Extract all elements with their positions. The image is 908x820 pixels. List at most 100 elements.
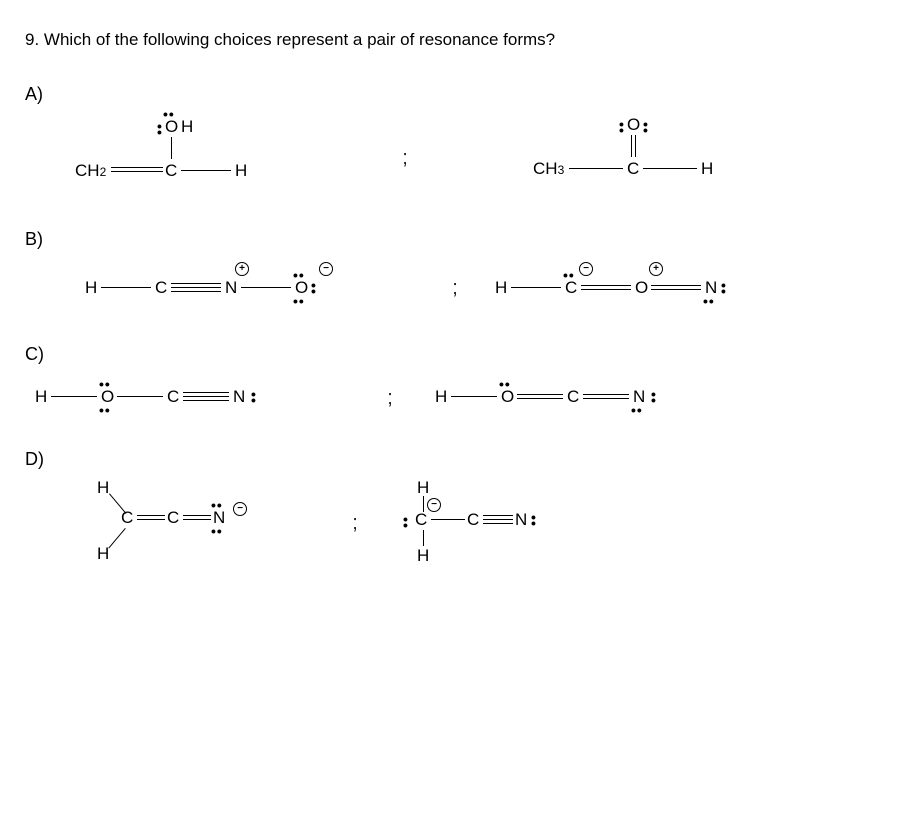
- option-d-row: H C H C N •• •• − ; H •• C − H C N ••: [25, 478, 883, 568]
- lonepair-dots: ••: [499, 381, 511, 387]
- atom-n: N: [515, 510, 527, 530]
- atom-n: N: [233, 387, 245, 407]
- atom-c: C: [167, 387, 179, 407]
- separator: ;: [345, 387, 435, 410]
- atom-n: N: [225, 278, 237, 298]
- bond-single: [51, 396, 97, 397]
- option-d-label: D): [25, 449, 883, 470]
- bond-single: [431, 519, 465, 520]
- lonepair-dots: ••: [251, 391, 256, 403]
- bond-double: [581, 289, 631, 290]
- charge-minus: −: [427, 498, 441, 512]
- bond-single: [569, 168, 623, 169]
- question-line: 9. Which of the following choices repres…: [25, 30, 883, 50]
- lonepair-dots: ••: [619, 121, 624, 133]
- lonepair-dots: ••: [157, 123, 162, 135]
- atom-h: H: [235, 161, 247, 181]
- option-b-row: H C N + O •• •• •• − ; H C •• − O + N ••…: [25, 258, 883, 318]
- atom-h: H: [35, 387, 47, 407]
- lonepair-dots: ••: [563, 272, 575, 278]
- separator: ;: [325, 512, 385, 535]
- atom-c: C: [165, 161, 177, 181]
- bond-triple: [171, 287, 221, 288]
- charge-plus: +: [649, 262, 663, 276]
- bond-single: [451, 396, 497, 397]
- lonepair-dots: ••: [403, 516, 408, 528]
- atom-h: H: [417, 546, 429, 566]
- bond-double: [137, 519, 165, 520]
- bond-single-v: [423, 530, 424, 546]
- bond-single-diag: [108, 528, 125, 549]
- bond-double: [517, 398, 563, 399]
- structure-a-left: •• •• O H CH2 C H: [45, 113, 305, 203]
- lonepair-dots: ••: [643, 121, 648, 133]
- lonepair-dots: ••: [211, 528, 223, 534]
- structure-d-left: H C H C N •• •• −: [85, 478, 325, 568]
- structure-a-right: •• O •• CH3 C H: [505, 113, 765, 203]
- lonepair-dots: ••: [293, 298, 305, 304]
- bond-triple: [183, 396, 229, 397]
- atom-h: H: [85, 278, 97, 298]
- atom-c: C: [121, 508, 133, 528]
- structure-c-left: H O •• •• C N ••: [35, 373, 345, 423]
- option-c-label: C): [25, 344, 883, 365]
- lonepair-dots: ••: [531, 514, 536, 526]
- lonepair-dots: ••: [99, 407, 111, 413]
- atom-ch2: CH2: [75, 161, 106, 181]
- structure-c-right: H O •• C N •• ••: [435, 373, 745, 423]
- option-b-label: B): [25, 229, 883, 250]
- lonepair-dots: ••: [651, 391, 656, 403]
- bond-single: [643, 168, 697, 169]
- bond-single-v: [171, 137, 172, 159]
- atom-h: H: [97, 544, 109, 564]
- charge-minus: −: [579, 262, 593, 276]
- separator: ;: [305, 147, 505, 170]
- atom-h: H: [495, 278, 507, 298]
- lonepair-dots: ••: [703, 298, 715, 304]
- question-text: Which of the following choices represent…: [44, 30, 555, 49]
- lonepair-dots: ••: [631, 407, 643, 413]
- atom-c: C: [467, 510, 479, 530]
- lonepair-dots: ••: [99, 381, 111, 387]
- bond-single: [117, 396, 163, 397]
- bond-triple: [483, 519, 513, 520]
- structure-d-right: H •• C − H C N ••: [385, 478, 625, 568]
- atom-ch3: CH3: [533, 159, 564, 179]
- atom-h: H: [701, 159, 713, 179]
- bond-single: [241, 287, 291, 288]
- bond-single: [101, 287, 151, 288]
- bond-double-v: [635, 135, 636, 157]
- atom-c: C: [627, 159, 639, 179]
- atom-h: H: [181, 117, 193, 137]
- atom-h: H: [435, 387, 447, 407]
- option-a-row: •• •• O H CH2 C H ; •• O •• CH3 C H: [25, 113, 883, 203]
- option-a-label: A): [25, 84, 883, 105]
- lonepair-dots: ••: [211, 502, 223, 508]
- structure-b-left: H C N + O •• •• •• −: [85, 258, 415, 318]
- structure-b-right: H C •• − O + N •• ••: [495, 258, 825, 318]
- atom-c: C: [155, 278, 167, 298]
- lonepair-dots: ••: [721, 282, 726, 294]
- separator: ;: [415, 277, 495, 300]
- bond-double: [651, 289, 701, 290]
- lonepair-dots: ••: [311, 282, 316, 294]
- charge-plus: +: [235, 262, 249, 276]
- bond-single: [181, 170, 231, 171]
- lonepair-dots: ••: [293, 272, 305, 278]
- atom-c: C: [415, 510, 427, 530]
- atom-c: C: [167, 508, 179, 528]
- bond-double: [183, 519, 211, 520]
- option-c-row: H O •• •• C N •• ; H O •• C N •• ••: [25, 373, 883, 423]
- atom-o: O: [635, 278, 648, 298]
- atom-h: H: [417, 478, 429, 498]
- bond-double: [583, 398, 629, 399]
- charge-minus: −: [233, 502, 247, 516]
- bond-single: [511, 287, 561, 288]
- atom-o: O: [165, 117, 178, 137]
- bond-double: [111, 171, 163, 172]
- question-number: 9.: [25, 30, 39, 49]
- charge-minus: −: [319, 262, 333, 276]
- atom-c: C: [567, 387, 579, 407]
- atom-h: H: [97, 478, 109, 498]
- atom-o: O: [627, 115, 640, 135]
